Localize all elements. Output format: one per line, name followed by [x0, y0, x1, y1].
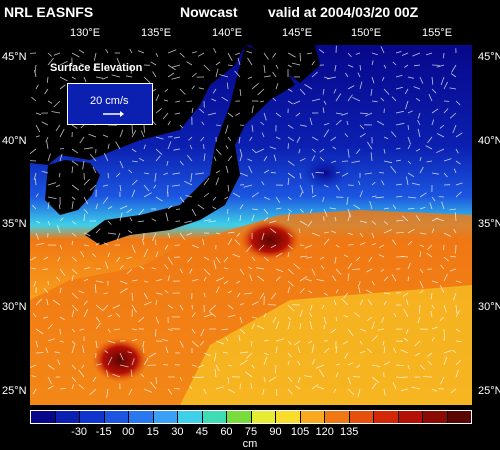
field-title: Surface Elevation: [50, 62, 143, 74]
colorbar-tick-label: 75: [244, 426, 258, 438]
colorbar-tick-label: 120: [315, 426, 334, 438]
warm-eddy: [240, 220, 300, 260]
lat-label-25-left: 25°N: [2, 385, 27, 397]
colorbar-tick-label: -15: [95, 426, 112, 438]
colorbar-tick-label: 90: [269, 426, 282, 438]
lat-label-35-left: 35°N: [2, 218, 27, 230]
land-korea: [45, 160, 100, 215]
colorbar-swatch: [129, 411, 154, 423]
colorbar-tick-label: 30: [171, 426, 184, 438]
source-label: NRL EASNFS: [4, 4, 94, 20]
colorbar-swatch: [398, 411, 423, 423]
lat-label-45-right: 45°N: [478, 51, 500, 63]
colorbar-swatch: [202, 411, 227, 423]
vector-scale-label: 20 cm/s: [90, 95, 129, 107]
colorbar-tick-label: 15: [146, 426, 159, 438]
lat-label-25-right: 25°N: [478, 385, 500, 397]
colorbar-swatch: [104, 411, 129, 423]
colorbar-swatch: [447, 411, 471, 423]
colorbar-swatch: [31, 411, 56, 423]
cold-eddy: [303, 157, 347, 189]
colorbar-tick-label: 60: [220, 426, 233, 438]
colorbar-tick-label: 00: [122, 426, 135, 438]
colorbar-tick-label: -30: [71, 426, 88, 438]
lat-label-40-right: 40°N: [478, 135, 500, 147]
land-japan: [85, 45, 295, 245]
colorbar-unit: cm: [242, 438, 258, 450]
lat-label-40-left: 40°N: [2, 135, 27, 147]
colorbar-swatch: [349, 411, 374, 423]
yellow-water-region: [180, 285, 472, 405]
colorbar: [30, 410, 472, 424]
warm-eddy-south: [92, 338, 148, 382]
product-label: Nowcast: [180, 4, 238, 20]
lon-label-145: 145°E: [281, 27, 313, 39]
lon-label-155: 155°E: [421, 27, 453, 39]
colorbar-swatch: [325, 411, 350, 423]
colorbar-swatch: [276, 411, 301, 423]
lat-label-30-left: 30°N: [2, 301, 27, 313]
lon-label-130: 130°E: [69, 27, 101, 39]
colorbar-swatch: [153, 411, 178, 423]
colorbar-tick-label: 135: [340, 426, 359, 438]
colorbar-swatch: [374, 411, 399, 423]
land-hokkaido: [250, 45, 320, 83]
vector-scale-box: [67, 83, 153, 125]
colorbar-swatch: [227, 411, 252, 423]
colorbar-swatch: [300, 411, 325, 423]
lon-label-150: 150°E: [350, 27, 382, 39]
colorbar-swatch: [80, 411, 105, 423]
colorbar-swatch: [423, 411, 448, 423]
colorbar-tick-label: 105: [290, 426, 310, 438]
colorbar-swatch: [251, 411, 276, 423]
lon-label-140: 140°E: [211, 27, 243, 39]
colorbar-tick-label: 45: [195, 426, 208, 438]
colorbar-swatch: [178, 411, 203, 423]
lon-label-135: 135°E: [140, 27, 172, 39]
colorbar-swatch: [55, 411, 80, 423]
lat-label-35-right: 35°N: [478, 218, 500, 230]
lat-label-45-left: 45°N: [2, 51, 27, 63]
vector-scale-arrow: [103, 111, 124, 117]
valid-time-label: valid at 2004/03/20 00Z: [268, 4, 419, 20]
lat-label-30-right: 30°N: [478, 301, 500, 313]
current-vectors: [30, 45, 463, 398]
sea-surface-map: [30, 45, 472, 405]
